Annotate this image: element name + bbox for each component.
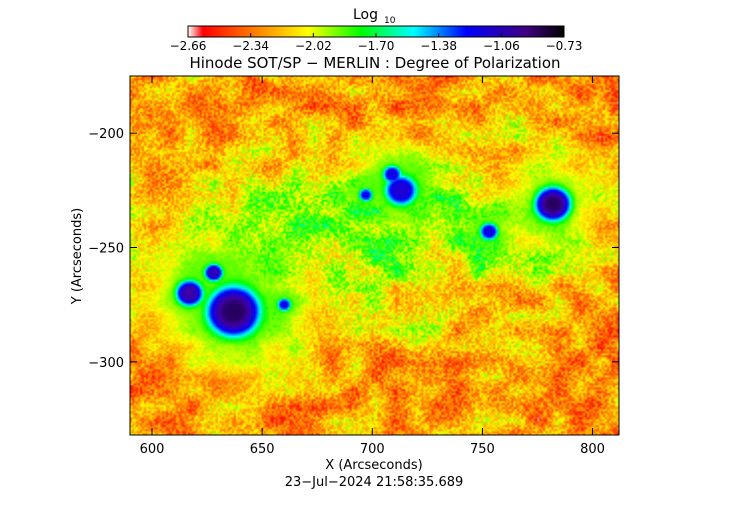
colorbar-tick-label: −2.34: [232, 39, 269, 53]
x-tick-label: 750: [470, 442, 495, 457]
colorbar-tick-label: −2.66: [170, 39, 207, 53]
colorbar-tick-label: −1.06: [483, 39, 520, 53]
colorbar-tick-label: −1.38: [420, 39, 457, 53]
colorbar-tick-label: −1.70: [358, 39, 395, 53]
colorbar-label: Log: [353, 7, 378, 23]
x-tick-label: 600: [140, 442, 165, 457]
colorbar-label-subscript: 10: [384, 16, 396, 26]
colorbar-ticks: −2.66 −2.34 −2.02 −1.70 −1.38 −1.06 −0.73: [170, 33, 583, 53]
chart-title: Hinode SOT/SP − MERLIN : Degree of Polar…: [189, 54, 560, 72]
colorbar-tick-label: −2.02: [295, 39, 332, 53]
x-axis-label: X (Arcseconds): [325, 458, 422, 473]
y-tick-label: −200: [88, 127, 124, 142]
heatmap-image: [130, 76, 619, 435]
y-axis-ticks: −200 −250 −300: [88, 127, 619, 371]
x-axis-ticks: 600 650 700 750 800: [140, 76, 605, 457]
y-axis-label: Y (Arcseconds): [70, 208, 85, 305]
y-tick-label: −300: [88, 356, 124, 371]
plot-frame: [129, 75, 620, 436]
colorbar-tick-label: −0.73: [546, 39, 583, 53]
x-tick-label: 700: [360, 442, 385, 457]
x-tick-label: 650: [250, 442, 275, 457]
y-tick-label: −250: [88, 241, 124, 256]
timestamp: 23−Jul−2024 21:58:35.689: [285, 475, 464, 490]
x-tick-label: 800: [580, 442, 605, 457]
